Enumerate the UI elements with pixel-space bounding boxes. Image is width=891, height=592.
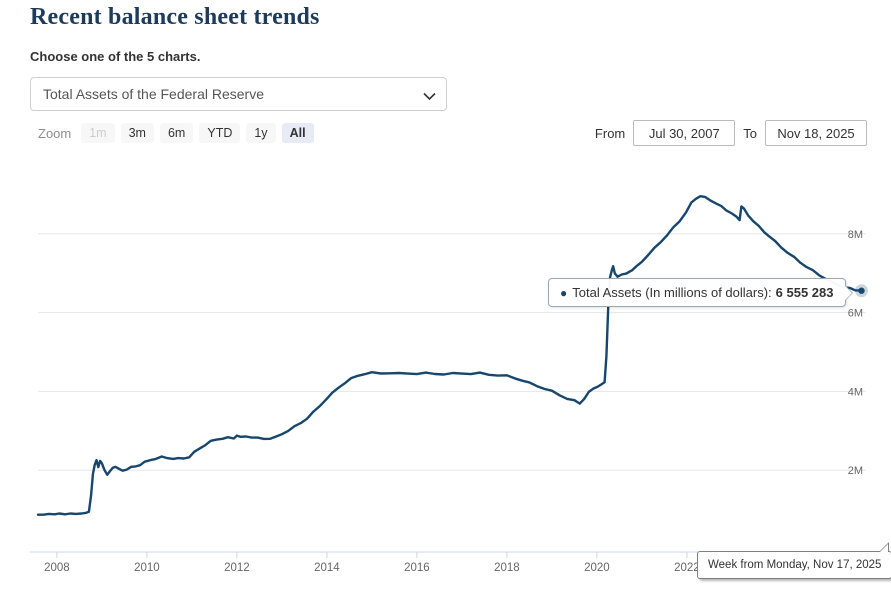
chart-select[interactable]: Total Assets of the Federal Reserve	[30, 77, 447, 111]
svg-text:2012: 2012	[224, 562, 250, 574]
range-button-6m[interactable]: 6m	[159, 123, 194, 143]
svg-text:2M: 2M	[848, 465, 863, 477]
date-range-controls: From To	[587, 120, 867, 146]
page-title: Recent balance sheet trends	[30, 4, 320, 30]
svg-text:2014: 2014	[314, 562, 340, 574]
series-tooltip-label: Total Assets (In millions of dollars):	[572, 285, 772, 300]
zoom-label: Zoom	[38, 125, 72, 141]
from-label: From	[594, 125, 626, 141]
series-tooltip-value: 6 555 283	[775, 285, 834, 300]
svg-text:2022: 2022	[674, 562, 700, 574]
range-button-3m[interactable]: 3m	[120, 123, 154, 143]
svg-text:2008: 2008	[44, 562, 70, 574]
range-button-1m: 1m	[81, 123, 115, 143]
series-tooltip: ● Total Assets (In millions of dollars): 6…	[548, 278, 852, 307]
to-date-input[interactable]	[765, 120, 867, 146]
range-button-1y[interactable]: 1y	[246, 123, 276, 143]
svg-text:8M: 8M	[848, 229, 863, 241]
from-date-input[interactable]	[633, 120, 736, 146]
range-button-all[interactable]: All	[281, 123, 314, 143]
to-label: To	[743, 125, 757, 141]
svg-text:2016: 2016	[404, 562, 430, 574]
svg-text:4M: 4M	[848, 386, 863, 398]
svg-text:2010: 2010	[134, 562, 160, 574]
date-tooltip-text: Week from Monday, Nov 17, 2025	[708, 559, 882, 571]
series-bullet-icon: ●	[560, 286, 568, 300]
svg-text:6M: 6M	[848, 308, 863, 320]
range-selector: Zoom 1m 3m 6m YTD 1y All	[38, 122, 314, 144]
chart-select-wrap: Total Assets of the Federal Reserve	[30, 77, 447, 111]
svg-text:2018: 2018	[494, 562, 520, 574]
date-tooltip: Week from Monday, Nov 17, 2025	[697, 542, 891, 579]
chart-chooser-instruction: Choose one of the 5 charts.	[30, 49, 201, 64]
range-button-ytd[interactable]: YTD	[199, 123, 241, 143]
svg-text:2020: 2020	[584, 562, 610, 574]
